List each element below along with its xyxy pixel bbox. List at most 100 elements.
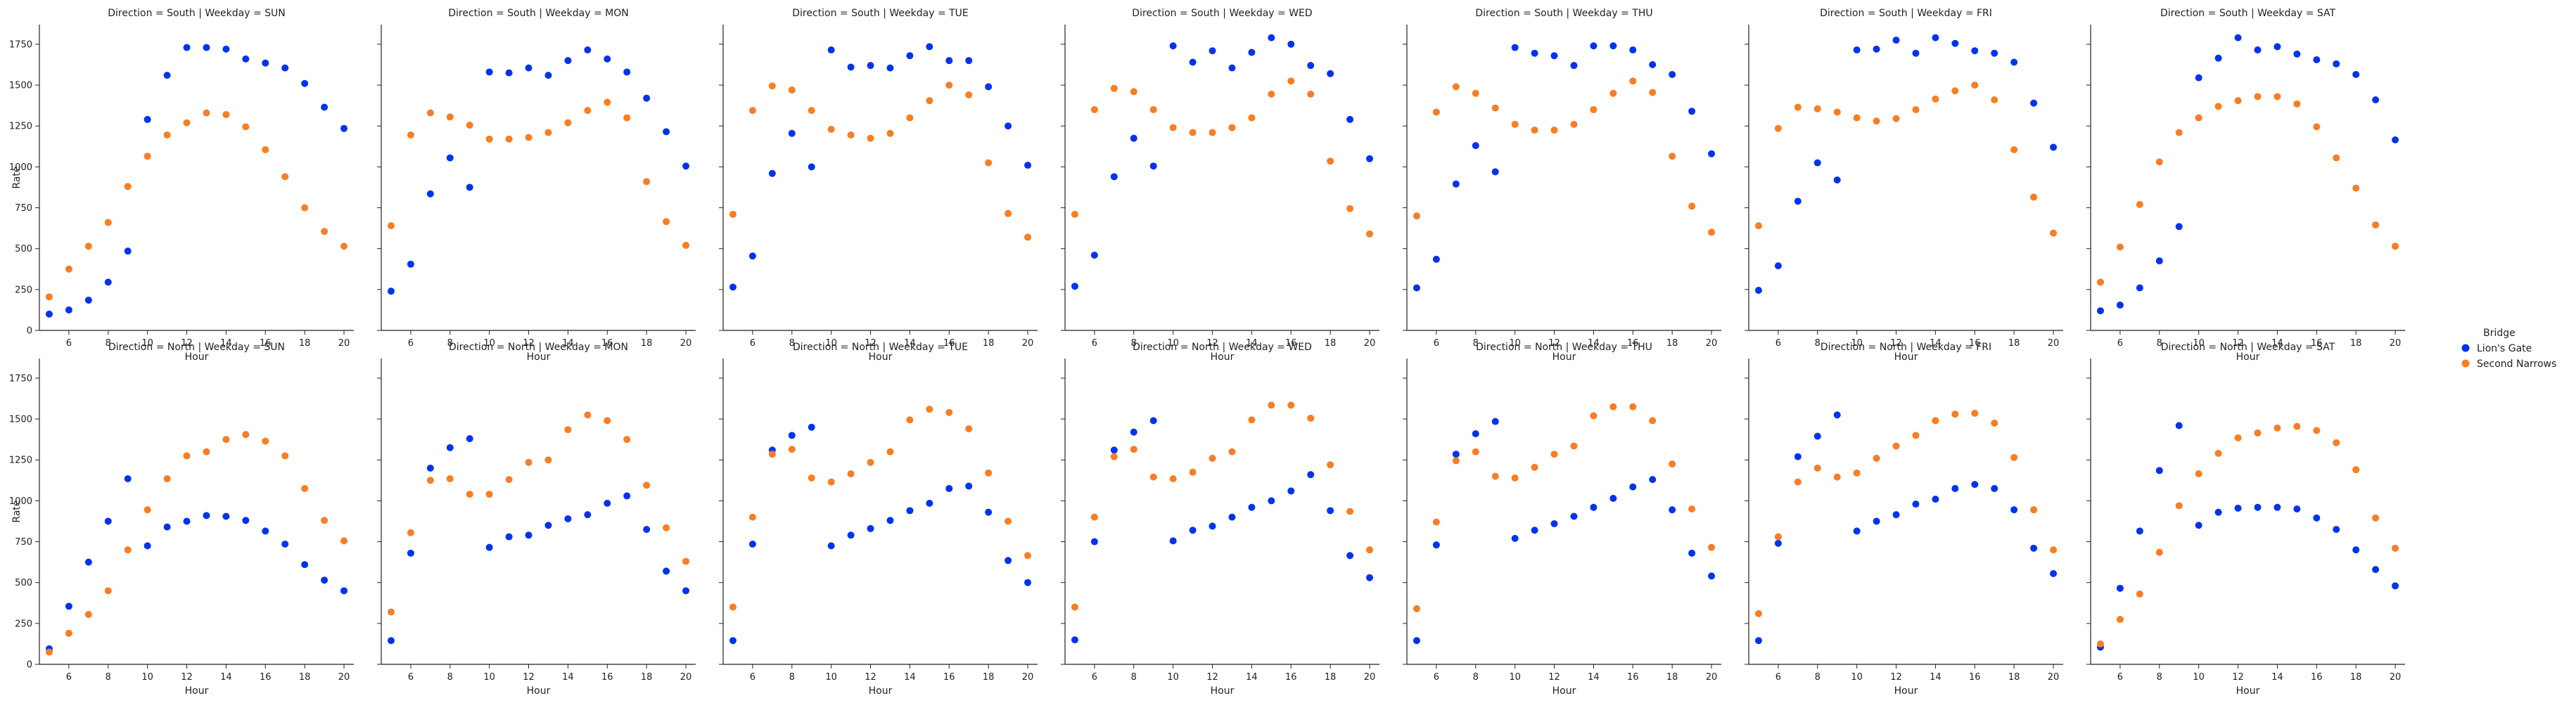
legend-label: Lion's Gate — [2477, 343, 2532, 354]
data-point — [426, 190, 434, 198]
series-lion-s-gate — [1413, 418, 1716, 645]
data-point — [2195, 522, 2202, 529]
series-lion-s-gate — [1071, 417, 1374, 644]
x-tick-label: 16 — [260, 672, 272, 683]
data-point — [262, 527, 269, 535]
data-point — [2050, 229, 2058, 237]
data-point — [163, 475, 171, 482]
y-tick-label: 1000 — [9, 496, 32, 507]
data-point — [1248, 503, 1256, 511]
x-tick-label: 20 — [1706, 338, 1718, 349]
y-tick-label: 750 — [15, 537, 32, 548]
data-point — [1932, 95, 1939, 103]
y-tick-label: 500 — [15, 578, 32, 588]
data-point — [663, 218, 670, 226]
data-point — [906, 52, 914, 60]
data-point — [2293, 423, 2301, 430]
data-point — [1090, 513, 1098, 521]
data-point — [1550, 520, 1558, 527]
x-tick-label: 20 — [680, 672, 692, 683]
data-point — [1228, 64, 1236, 72]
x-tick-label: 14 — [904, 672, 916, 683]
x-axis-label: Hour — [2236, 352, 2260, 363]
data-point — [1531, 527, 1538, 534]
x-tick-label: 6 — [1434, 672, 1439, 683]
x-tick-label: 8 — [1473, 338, 1479, 349]
data-point — [340, 243, 348, 250]
data-point — [1005, 122, 1012, 130]
data-point — [2136, 284, 2143, 292]
x-tick-label: 18 — [2350, 672, 2362, 683]
data-point — [1071, 603, 1078, 611]
x-tick-label: 16 — [260, 338, 272, 349]
data-point — [222, 512, 230, 520]
facet-panel-north-mon: Direction = North | Weekday = MON 6 8 10 12 1… — [377, 342, 696, 697]
data-point — [2254, 503, 2262, 511]
data-point — [1892, 442, 1900, 450]
data-point — [1649, 60, 1657, 68]
data-point — [1149, 162, 1157, 170]
data-point — [1550, 451, 1558, 458]
legend-title: Bridge — [2483, 328, 2516, 339]
data-point — [1169, 124, 1177, 131]
data-point — [2313, 56, 2321, 64]
data-point — [1327, 157, 1334, 165]
data-point — [886, 129, 894, 137]
data-point — [65, 265, 72, 273]
x-tick-label: 18 — [1325, 672, 1337, 683]
x-tick-label: 12 — [181, 672, 193, 683]
data-point — [1570, 442, 1578, 450]
data-point — [2155, 158, 2163, 166]
data-point — [1130, 446, 1137, 453]
data-point — [847, 131, 855, 139]
data-point — [1366, 155, 1374, 162]
data-point — [1550, 52, 1558, 60]
data-point — [1071, 636, 1078, 644]
data-point — [281, 64, 289, 72]
data-point — [340, 587, 348, 595]
data-point — [104, 587, 112, 595]
data-point — [827, 478, 835, 486]
data-point — [1005, 517, 1012, 525]
data-point — [1853, 46, 1861, 54]
x-tick-label: 12 — [523, 672, 535, 683]
x-tick-label: 8 — [447, 338, 453, 349]
data-point — [1287, 487, 1295, 495]
series-lion-s-gate — [2096, 34, 2399, 315]
data-point — [1912, 432, 1920, 439]
x-tick-label: 20 — [2390, 338, 2402, 349]
data-point — [926, 43, 933, 51]
data-point — [1413, 212, 1420, 220]
data-point — [2352, 546, 2360, 554]
series-second-narrows — [45, 431, 348, 656]
data-point — [407, 131, 414, 139]
x-axis-label: Hour — [1552, 685, 1576, 697]
data-point — [623, 68, 631, 76]
x-tick-label: 8 — [106, 672, 111, 683]
data-point — [729, 603, 737, 611]
series-second-narrows — [729, 82, 1032, 241]
data-point — [748, 107, 756, 115]
data-point — [926, 406, 933, 413]
x-tick-label: 18 — [1666, 338, 1678, 349]
data-point — [1754, 222, 1762, 230]
data-point — [2175, 502, 2183, 510]
series-second-narrows — [1071, 401, 1374, 611]
data-point — [788, 432, 796, 439]
data-point — [748, 513, 756, 521]
series-second-narrows — [387, 411, 690, 616]
data-point — [144, 153, 151, 160]
data-point — [808, 474, 815, 482]
legend-entry: Lion's Gate — [2461, 343, 2532, 354]
data-point — [1873, 45, 1880, 53]
y-tick-label: 0 — [27, 660, 32, 671]
data-point — [847, 63, 855, 71]
data-point — [1307, 90, 1315, 98]
data-point — [926, 97, 933, 105]
x-tick-label: 8 — [1815, 338, 1821, 349]
data-point — [965, 425, 973, 433]
data-point — [682, 587, 690, 595]
data-point — [2155, 467, 2163, 475]
data-point — [407, 529, 414, 536]
x-axis-label: Hour — [1552, 352, 1576, 363]
